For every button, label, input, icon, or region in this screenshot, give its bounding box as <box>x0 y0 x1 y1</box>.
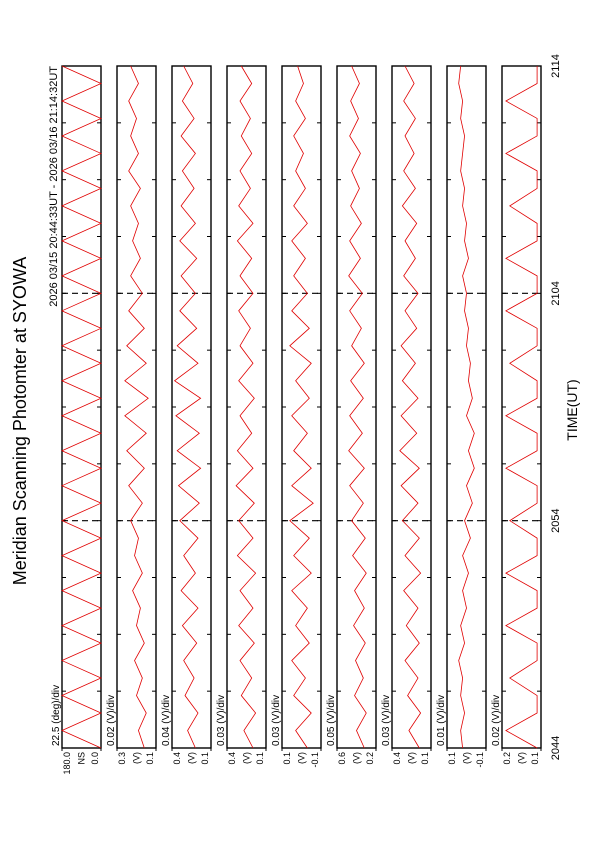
x-tick-label: 2054 <box>550 508 562 532</box>
panel-frame <box>281 65 322 749</box>
x-tick-label: 2044 <box>550 736 562 760</box>
y-tick-label: 0.0 <box>90 752 100 765</box>
x-tick-label: 2104 <box>550 281 562 305</box>
panel-scale-label: 0.02 (V)/div <box>106 695 117 746</box>
y-tick-label: 0.1 <box>282 752 292 765</box>
y-tick-label: 0.4 <box>172 752 182 765</box>
y-tick-label: 0.1 <box>447 752 457 765</box>
y-unit-label: (V) <box>242 752 252 764</box>
y-tick-label: -0.1 <box>310 752 320 768</box>
panel-scale-label: 0.03 (V)/div <box>381 695 392 746</box>
y-tick-label: 0.1 <box>200 752 210 765</box>
y-tick-label: 180.0 <box>62 752 72 775</box>
data-line <box>348 65 367 749</box>
y-tick-label: 0.1 <box>530 752 540 765</box>
y-tick-label: 0.2 <box>365 752 375 765</box>
y-tick-label: 0.1 <box>420 752 430 765</box>
chart-subtitle: 2026 03/15 20:44:33UT - 2026 03/16 21:14… <box>48 66 60 307</box>
x-tick-label: 2114 <box>550 54 562 78</box>
data-line <box>458 65 475 749</box>
y-tick-label: -0.1 <box>475 752 485 768</box>
panel-frame <box>391 65 432 749</box>
y-tick-label: 0.6 <box>337 752 347 765</box>
data-line <box>235 65 257 749</box>
panel-scale-label: 0.05 (V)/div <box>326 695 337 746</box>
y-unit-label: (V) <box>352 752 362 764</box>
y-unit-label: (V) <box>132 752 142 764</box>
y-tick-label: 0.1 <box>145 752 155 765</box>
data-line <box>505 66 538 749</box>
y-unit-label: (V) <box>462 752 472 764</box>
rotated-frame: Meridian Scanning Photomter at SYOWA 202… <box>10 54 580 774</box>
data-line <box>399 65 422 749</box>
panel-frame <box>226 65 267 749</box>
panel-frame <box>171 65 212 749</box>
y-unit-label: (V) <box>517 752 527 764</box>
y-unit-label: NS <box>77 752 87 765</box>
data-line <box>124 65 149 749</box>
panel-scale-label: 0.03 (V)/div <box>216 695 227 746</box>
panel-scale-label: 0.04 (V)/div <box>161 695 172 746</box>
panel-scale-label: 0.01 (V)/div <box>436 695 447 746</box>
data-line <box>289 65 314 749</box>
data-line <box>61 65 102 749</box>
chart-title: Meridian Scanning Photomter at SYOWA <box>10 257 30 585</box>
y-tick-label: 0.1 <box>255 752 265 765</box>
y-tick-label: 0.4 <box>227 752 237 765</box>
panel-scale-label: 0.03 (V)/div <box>271 695 282 746</box>
y-tick-label: 0.4 <box>392 752 402 765</box>
y-unit-label: (V) <box>297 752 307 764</box>
data-line <box>173 65 202 749</box>
y-tick-label: 0.3 <box>117 752 127 765</box>
x-axis-label: TIME(UT) <box>564 379 580 440</box>
panel-frame <box>446 65 487 749</box>
y-tick-label: 0.2 <box>502 752 512 765</box>
y-unit-label: (V) <box>187 752 197 764</box>
panel-scale-label: 0.02 (V)/div <box>491 695 502 746</box>
y-unit-label: (V) <box>407 752 417 764</box>
panel-scale-label: 22.5 (deg)/div <box>51 685 62 746</box>
